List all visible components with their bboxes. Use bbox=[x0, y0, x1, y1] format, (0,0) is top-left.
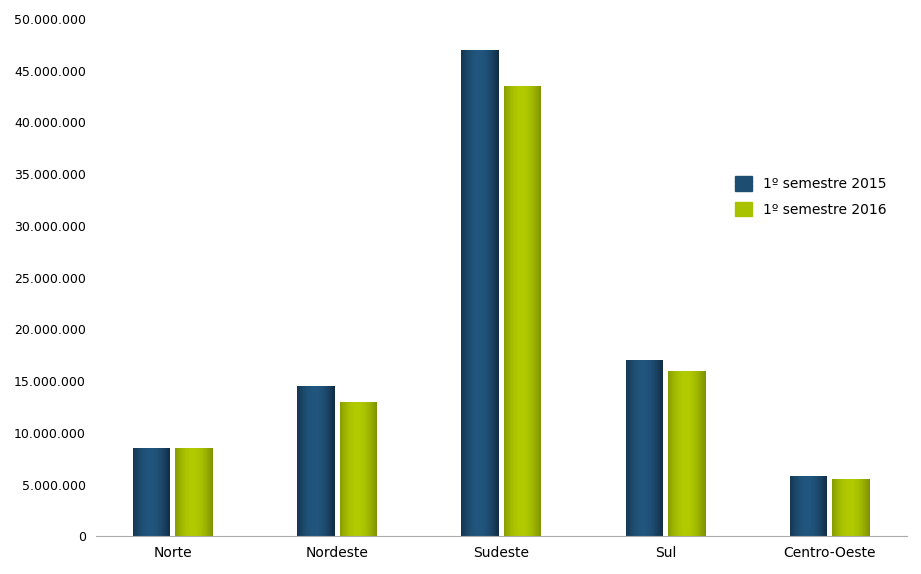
Legend: 1º semestre 2015, 1º semestre 2016: 1º semestre 2015, 1º semestre 2016 bbox=[729, 170, 892, 223]
